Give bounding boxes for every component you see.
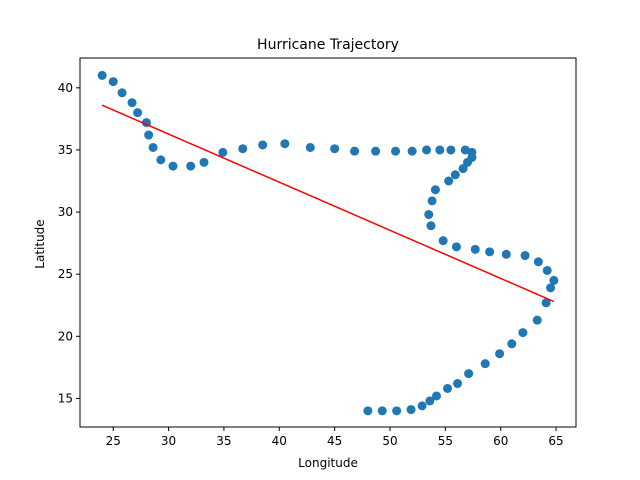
- trajectory-point: [432, 391, 441, 401]
- trajectory-point: [417, 401, 427, 411]
- trajectory-point: [520, 251, 530, 261]
- trajectory-point: [501, 249, 511, 259]
- x-tick-label: 30: [161, 434, 176, 448]
- trajectory-point: [392, 406, 402, 416]
- trajectory-point: [518, 328, 528, 338]
- x-tick-label: 55: [438, 434, 453, 448]
- trajectory-point: [458, 164, 468, 174]
- trend-line: [101, 104, 555, 303]
- trajectory-point: [424, 210, 434, 220]
- trajectory-point: [435, 145, 445, 155]
- trajectory-point: [330, 144, 340, 154]
- x-tick-label: 60: [493, 434, 508, 448]
- trajectory-point: [258, 140, 268, 150]
- trajectory-point: [127, 98, 137, 108]
- trajectory-point: [425, 396, 435, 406]
- trajectory-point: [156, 155, 166, 165]
- trajectory-point: [280, 139, 290, 149]
- trajectory-point: [444, 176, 454, 186]
- trajectory-point: [426, 221, 436, 231]
- trajectory-point: [186, 161, 196, 171]
- y-tick-label: 25: [58, 267, 73, 281]
- trajectory-point: [470, 244, 480, 254]
- trajectory-point: [391, 146, 401, 156]
- x-tick-label: 40: [272, 434, 287, 448]
- x-tick-label: 25: [106, 434, 121, 448]
- trajectory-point: [97, 70, 107, 80]
- trajectory-point: [168, 161, 178, 171]
- x-tick-label: 35: [216, 434, 231, 448]
- trajectory-point: [406, 405, 416, 415]
- trajectory-point: [464, 369, 474, 379]
- trajectory-point: [108, 77, 118, 87]
- trajectory-point: [546, 283, 556, 293]
- trajectory-point: [507, 339, 517, 349]
- trajectory-point: [453, 379, 463, 389]
- y-tick-label: 40: [58, 81, 73, 95]
- y-tick-label: 20: [58, 329, 73, 343]
- trajectory-point: [451, 242, 461, 252]
- trajectory-point: [117, 88, 127, 98]
- x-tick-label: 65: [548, 434, 563, 448]
- trajectory-point: [148, 142, 158, 152]
- trajectory-point: [144, 130, 154, 140]
- x-tick-label: 50: [382, 434, 397, 448]
- trajectory-point: [199, 157, 209, 167]
- trajectory-point: [363, 406, 373, 416]
- plot-layer: [97, 70, 559, 416]
- x-tick-label: 45: [327, 434, 342, 448]
- axes-frame: [79, 57, 577, 428]
- y-tick-label: 35: [58, 143, 73, 157]
- x-axis-label: Longitude: [298, 456, 358, 470]
- trajectory-point: [532, 315, 542, 325]
- chart-title: Hurricane Trajectory: [257, 37, 399, 53]
- trajectory-point: [446, 145, 456, 155]
- trajectory-point: [422, 145, 432, 155]
- trajectory-point: [430, 185, 440, 195]
- trajectory-point: [350, 146, 360, 156]
- trajectory-point: [450, 170, 460, 180]
- trajectory-point: [533, 257, 543, 267]
- trajectory-point: [218, 147, 228, 157]
- trajectory-point: [463, 157, 472, 167]
- ticks-layer: 25 30 35 40 45 50 55 60 65 15 20 25 30 35 40: [58, 81, 564, 448]
- trajectory-point: [377, 406, 387, 416]
- trajectory-point: [542, 265, 552, 275]
- trajectory-point: [133, 108, 143, 118]
- trajectory-point: [427, 196, 437, 206]
- trajectory-point: [407, 146, 417, 156]
- trajectory-point: [443, 383, 453, 393]
- trajectory-point: [485, 247, 495, 257]
- trajectory-point: [371, 146, 381, 156]
- trajectory-point: [305, 142, 315, 152]
- y-tick-label: 30: [58, 205, 73, 219]
- trajectory-point: [438, 236, 448, 246]
- trajectory-point: [549, 275, 559, 285]
- trajectory-point: [238, 144, 248, 154]
- trajectory-point: [495, 349, 505, 359]
- y-tick-label: 15: [58, 391, 73, 405]
- trajectory-point: [541, 298, 551, 308]
- y-axis-label: Latitude: [33, 219, 47, 268]
- trajectory-point: [480, 359, 490, 369]
